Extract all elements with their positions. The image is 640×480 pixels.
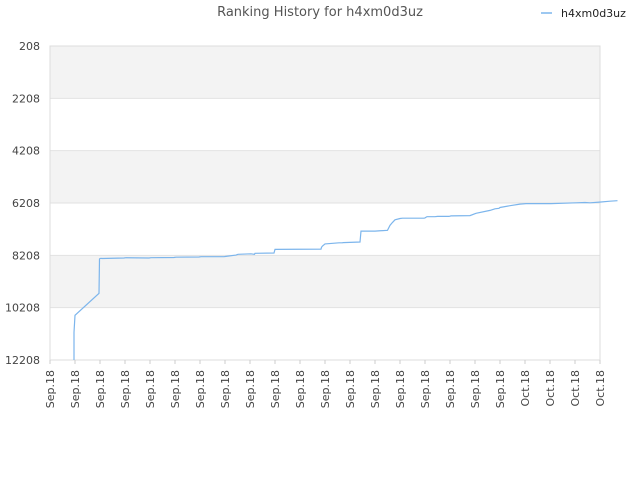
x-tick-label: Sep.18 bbox=[444, 370, 457, 408]
y-tick-label: 208 bbox=[19, 40, 40, 53]
x-tick-label: Sep.18 bbox=[144, 370, 157, 408]
x-tick-label: Sep.18 bbox=[119, 370, 132, 408]
y-tick-label: 4208 bbox=[12, 145, 40, 158]
plot-band bbox=[50, 98, 600, 151]
x-tick-label: Sep.18 bbox=[219, 370, 232, 408]
x-tick-label: Sep.18 bbox=[319, 370, 332, 408]
x-tick-label: Oct.18 bbox=[594, 370, 607, 407]
y-tick-label: 12208 bbox=[5, 354, 40, 367]
y-axis-ticks: 208 2208 4208 6208 8208 10208 12208 bbox=[5, 40, 40, 367]
y-tick-label: 2208 bbox=[12, 92, 40, 105]
plot-band bbox=[50, 307, 600, 360]
x-tick-label: Sep.18 bbox=[294, 370, 307, 408]
x-tick-label: Sep.18 bbox=[194, 370, 207, 408]
x-tick-label: Sep.18 bbox=[244, 370, 257, 408]
x-tick-label: Sep.18 bbox=[494, 370, 507, 408]
plot-band bbox=[50, 150, 600, 203]
x-tick-label: Oct.18 bbox=[519, 370, 532, 407]
chart-title: Ranking History for h4xm0d3uz bbox=[217, 5, 423, 20]
series-line bbox=[73, 200, 618, 360]
plot-band bbox=[50, 255, 600, 308]
x-tick-label: Sep.18 bbox=[269, 370, 282, 408]
x-tick-label: Sep.18 bbox=[169, 370, 182, 408]
x-tick-label: Sep.18 bbox=[344, 370, 357, 408]
y-tick-label: 10208 bbox=[5, 302, 40, 315]
x-tick-label: Sep.18 bbox=[419, 370, 432, 408]
legend-label: h4xm0d3uz bbox=[561, 7, 626, 20]
x-axis-ticks: Sep.18 Sep.18 Sep.18 Sep.18 Sep.18 Sep.18 Sep.… bbox=[44, 360, 607, 408]
x-tick-label: Oct.18 bbox=[569, 370, 582, 407]
x-tick-label: Sep.18 bbox=[369, 370, 382, 408]
legend[interactable]: h4xm0d3uz bbox=[541, 7, 626, 20]
y-tick-label: 8208 bbox=[12, 249, 40, 262]
x-tick-label: Sep.18 bbox=[44, 370, 57, 408]
x-tick-label: Oct.18 bbox=[544, 370, 557, 407]
plot-background-bands bbox=[50, 46, 600, 360]
plot-band bbox=[50, 203, 600, 256]
plot-band bbox=[50, 46, 600, 99]
y-tick-label: 6208 bbox=[12, 197, 40, 210]
x-tick-label: Sep.18 bbox=[69, 370, 82, 408]
x-tick-label: Sep.18 bbox=[94, 370, 107, 408]
x-tick-label: Sep.18 bbox=[469, 370, 482, 408]
x-tick-label: Sep.18 bbox=[394, 370, 407, 408]
